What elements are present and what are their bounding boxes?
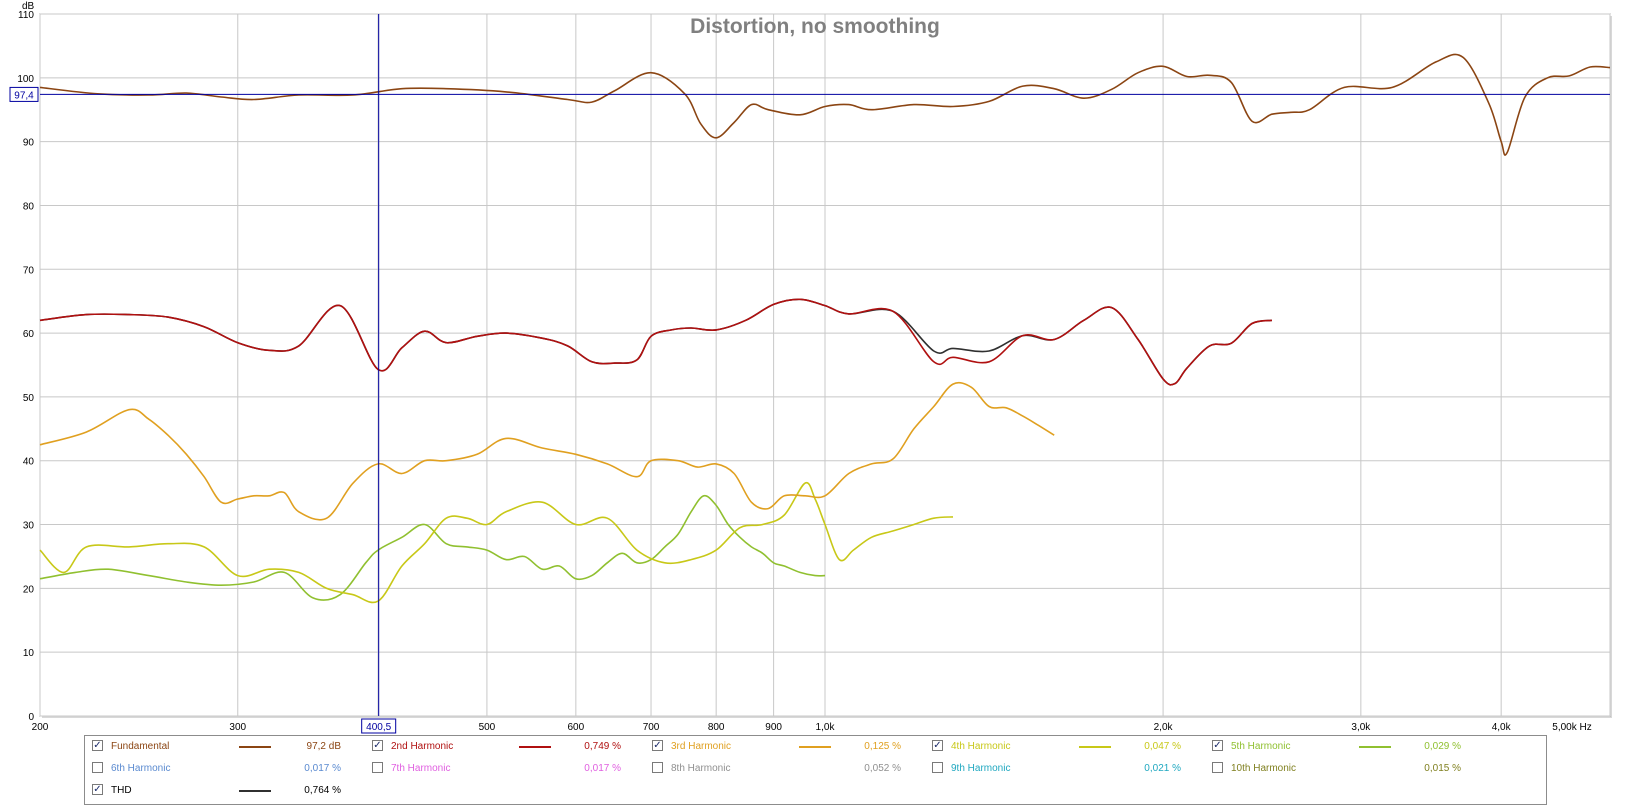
- legend-item-thd: ✓ THD 0,764 %: [85, 780, 360, 802]
- y-tick-label: 80: [23, 201, 35, 212]
- series-line-5th-harmonic: [39, 494, 826, 601]
- legend-label: 6th Harmonic: [111, 763, 171, 774]
- legend-label: Fundamental: [111, 741, 170, 752]
- cursor-x-readout-box: [361, 718, 397, 734]
- legend-item-8th-harmonic: 8th Harmonic 0,052 %: [645, 758, 920, 780]
- legend-checkbox-5th-harmonic[interactable]: ✓: [1212, 740, 1223, 751]
- x-tick-label: 200: [32, 722, 49, 733]
- legend-checkbox-6th-harmonic[interactable]: [92, 762, 103, 773]
- legend-label: 10th Harmonic: [1231, 763, 1297, 774]
- legend-item-fundamental: ✓ Fundamental 97,2 dB: [85, 736, 360, 758]
- legend-value: 0,125 %: [864, 741, 901, 752]
- legend-value: 0,017 %: [304, 763, 341, 774]
- legend-value: 0,029 %: [1424, 741, 1461, 752]
- legend-checkbox-8th-harmonic[interactable]: [652, 762, 663, 773]
- legend-label: 3rd Harmonic: [671, 741, 732, 752]
- chart-title: Distortion, no smoothing: [690, 15, 940, 38]
- legend: ✓ Fundamental 97,2 dB ✓ 2nd Harmonic 0,749 % ✓…: [84, 735, 1547, 805]
- x-tick-label: 3,0k: [1351, 722, 1371, 733]
- legend-checkbox-2nd-harmonic[interactable]: ✓: [372, 740, 383, 751]
- x-tick-label: 500: [479, 722, 496, 733]
- series-line-fundamental: [39, 53, 1611, 156]
- y-tick-label: 10: [23, 648, 35, 659]
- y-axis-ticks: 0 10 20 30 40 50 60 70 80 90 100 110: [17, 10, 34, 723]
- legend-item-9th-harmonic: 9th Harmonic 0,021 %: [925, 758, 1200, 780]
- y-tick-label: 0: [28, 712, 34, 723]
- cursor-x-readout: 400,5: [366, 722, 391, 733]
- legend-item-2nd-harmonic: ✓ 2nd Harmonic 0,749 %: [365, 736, 640, 758]
- legend-line-swatch: [799, 746, 831, 748]
- cursor[interactable]: 97,4 400,5: [9, 14, 1610, 734]
- legend-item-5th-harmonic: ✓ 5th Harmonic 0,029 %: [1205, 736, 1480, 758]
- legend-label: 5th Harmonic: [1231, 741, 1291, 752]
- series-line-4th-harmonic: [39, 481, 954, 604]
- legend-line-swatch: [519, 746, 551, 748]
- legend-label: 9th Harmonic: [951, 763, 1011, 774]
- x-tick-label: 5,00k Hz: [1552, 722, 1591, 733]
- legend-value: 0,749 %: [584, 741, 621, 752]
- series-line-2nd-harmonic: [39, 298, 1273, 386]
- legend-value: 0,047 %: [1144, 741, 1181, 752]
- legend-line-swatch: [239, 746, 271, 748]
- x-tick-label: 300: [229, 722, 246, 733]
- x-tick-label: 800: [708, 722, 725, 733]
- grid: [39, 13, 1611, 717]
- legend-checkbox-4th-harmonic[interactable]: ✓: [932, 740, 943, 751]
- cursor-y-readout-box: [9, 86, 39, 102]
- legend-label: 4th Harmonic: [951, 741, 1011, 752]
- legend-item-10th-harmonic: 10th Harmonic 0,015 %: [1205, 758, 1480, 780]
- legend-item-7th-harmonic: 7th Harmonic 0,017 %: [365, 758, 640, 780]
- legend-item-6th-harmonic: 6th Harmonic 0,017 %: [85, 758, 360, 780]
- y-tick-label: 110: [18, 10, 34, 21]
- y-tick-label: 20: [23, 584, 35, 595]
- legend-checkbox-3rd-harmonic[interactable]: ✓: [652, 740, 663, 751]
- legend-item-3rd-harmonic: ✓ 3rd Harmonic 0,125 %: [645, 736, 920, 758]
- legend-checkbox-fundamental[interactable]: ✓: [92, 740, 103, 751]
- legend-line-swatch: [239, 790, 271, 792]
- legend-checkbox-9th-harmonic[interactable]: [932, 762, 943, 773]
- legend-line-swatch: [1079, 746, 1111, 748]
- legend-value: 0,052 %: [864, 763, 901, 774]
- legend-value: 0,017 %: [584, 763, 621, 774]
- legend-label: THD: [111, 785, 132, 796]
- cursor-y-readout: 97,4: [14, 90, 34, 101]
- legend-checkbox-7th-harmonic[interactable]: [372, 762, 383, 773]
- x-tick-label: 2,0k: [1154, 722, 1174, 733]
- y-tick-label: 100: [17, 74, 34, 85]
- y-tick-label: 90: [23, 138, 35, 149]
- legend-label: 7th Harmonic: [391, 763, 451, 774]
- legend-value: 0,015 %: [1424, 763, 1461, 774]
- legend-checkbox-thd[interactable]: ✓: [92, 784, 103, 795]
- y-tick-label: 40: [23, 457, 35, 468]
- legend-value: 0,764 %: [304, 785, 341, 796]
- x-tick-label: 900: [765, 722, 782, 733]
- x-tick-label: 1,0k: [816, 722, 836, 733]
- y-tick-label: 30: [23, 521, 35, 532]
- legend-item-4th-harmonic: ✓ 4th Harmonic 0,047 %: [925, 736, 1200, 758]
- series-lines: [39, 53, 1611, 604]
- y-tick-label: 50: [23, 393, 35, 404]
- legend-checkbox-10th-harmonic[interactable]: [1212, 762, 1223, 773]
- y-tick-label: 70: [23, 265, 35, 276]
- x-axis-ticks: 2003004005006007008009001,0k2,0k3,0k4,0k…: [32, 722, 1592, 733]
- x-tick-label: 600: [568, 722, 585, 733]
- legend-label: 8th Harmonic: [671, 763, 731, 774]
- legend-value: 97,2 dB: [306, 741, 341, 752]
- x-tick-label: 4,0k: [1492, 722, 1512, 733]
- legend-value: 0,021 %: [1144, 763, 1181, 774]
- legend-line-swatch: [1359, 746, 1391, 748]
- x-tick-label: 700: [643, 722, 660, 733]
- y-tick-label: 60: [23, 329, 35, 340]
- legend-label: 2nd Harmonic: [391, 741, 454, 752]
- series-line-3rd-harmonic: [39, 381, 1055, 521]
- y-axis-label: dB: [22, 1, 35, 12]
